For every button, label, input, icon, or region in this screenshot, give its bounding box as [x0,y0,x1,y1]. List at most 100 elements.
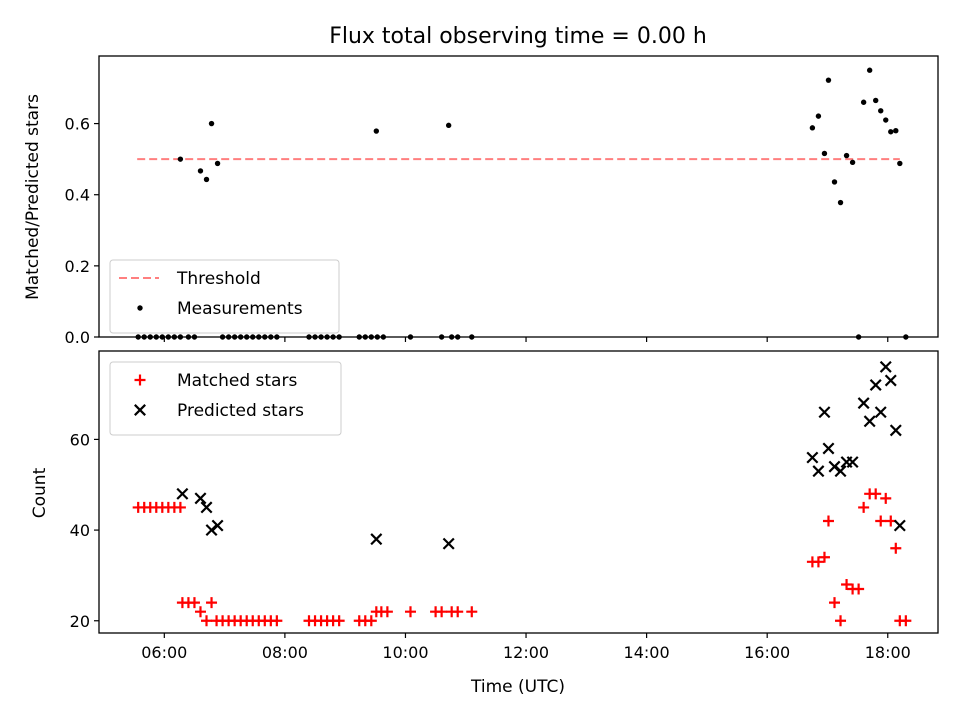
data-point [893,519,906,532]
data-point [330,334,336,340]
data-point [442,537,455,550]
data-point [880,492,892,504]
data-point [176,487,189,500]
data-point [165,334,172,340]
y-tick-label: 20 [70,612,90,631]
data-point [860,99,867,105]
data-point [147,334,153,340]
data-point [318,334,324,340]
data-point [256,334,262,340]
data-point [370,533,383,546]
x-tick-label: 08:00 [262,643,308,662]
data-point [219,334,226,340]
data-point [177,156,184,162]
legend-label: Predicted stars [177,401,304,421]
data-point [381,606,393,618]
data-point [368,334,374,340]
data-point [268,334,274,340]
data-point [455,334,461,340]
x-tick-label: 12:00 [503,643,549,662]
data-point [884,374,897,387]
y-tick-label: 0.4 [65,186,90,205]
data-point [324,334,330,340]
data-point [874,406,887,419]
data-point [250,334,256,340]
legend-label: Threshold [176,269,261,289]
legend-marker [134,404,146,416]
data-point [153,334,159,340]
data-point [849,159,856,166]
data-point [837,199,844,206]
data-point [445,122,452,129]
data-point [438,334,445,340]
data-point [271,615,283,627]
data-point [191,334,198,340]
data-point [436,606,448,618]
x-tick-label: 18:00 [865,643,911,662]
data-point [897,160,903,167]
bottom-y-axis-label: Count [30,467,50,518]
data-point [365,615,377,627]
data-point [336,334,342,340]
data-point [883,117,889,123]
y-tick-label: 0.6 [65,115,90,134]
data-point [812,556,824,568]
data-point [188,597,200,609]
data-point [373,128,380,134]
data-point [818,551,830,563]
chart-title: Flux total observing time = 0.00 h [329,24,707,49]
data-point [889,424,902,437]
data-point [858,501,870,513]
data-point [821,150,828,157]
data-point [159,334,166,340]
bottom-panel-counts: 06:00 08:00 10:00 12:00 14:00 16:00 18:00 20 40 6… [70,350,939,662]
legend-box [109,361,342,436]
data-point [404,606,416,618]
data-point [866,67,873,73]
data-point [857,397,870,410]
data-point [888,129,894,135]
data-point [208,120,215,127]
data-point [203,176,210,183]
data-point [312,334,318,340]
data-point [225,334,232,340]
data-point [244,334,250,340]
data-point [806,451,819,464]
data-point [197,168,204,174]
data-point [835,615,847,627]
data-point [855,334,862,340]
data-point [201,615,213,627]
top-panel-ratio: 0.0 0.2 0.4 0.6 Threshold Measurements [65,55,939,347]
y-tick-label: 0.0 [65,328,90,347]
x-tick-label: 06:00 [141,643,187,662]
data-point [185,334,192,340]
data-point [878,108,884,114]
plot-frame [98,350,939,634]
data-point [452,606,464,618]
data-point [853,583,865,595]
data-point [194,492,207,505]
data-point [841,578,853,590]
data-point [863,415,876,428]
data-point [362,334,368,340]
legend-box [109,259,340,334]
data-point [206,597,218,609]
data-point [815,113,822,119]
legend-label: Measurements [177,299,303,319]
data-point [407,334,414,340]
data-point [812,465,825,478]
x-tick-label: 14:00 [624,643,670,662]
legend-label: Matched stars [177,371,297,391]
data-point [469,334,475,340]
data-point [822,442,835,455]
data-point [231,334,238,340]
data-point [870,488,882,500]
data-point [262,334,268,340]
data-point [843,152,850,159]
data-point [194,606,206,618]
data-point [809,125,816,131]
data-point [171,334,178,340]
y-tick-label: 40 [70,521,90,540]
